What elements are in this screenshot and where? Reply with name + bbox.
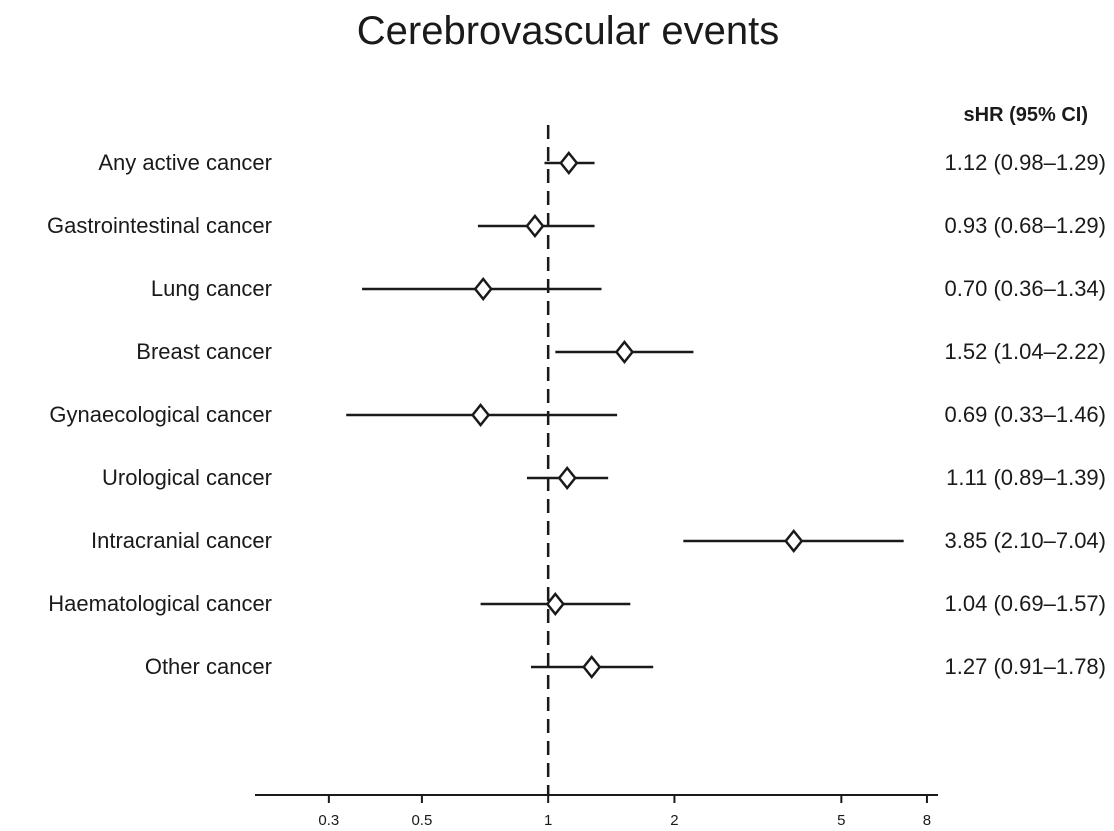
x-tick-label: 0.5: [411, 812, 432, 829]
forest-row: Other cancer 1.27 (0.91–1.78): [145, 654, 1106, 680]
x-tick-label: 0.3: [318, 812, 339, 829]
forest-row: Lung cancer 0.70 (0.36–1.34): [151, 276, 1106, 302]
estimate-marker: [614, 339, 635, 365]
x-tick-label: 1: [544, 812, 552, 829]
estimate-marker: [525, 213, 545, 239]
forest-row: Any active cancer 1.12 (0.98–1.29): [98, 150, 1106, 176]
row-label: Urological cancer: [102, 465, 272, 490]
row-label: Other cancer: [145, 654, 272, 679]
x-tick-label: 8: [923, 812, 931, 829]
forest-row: Haematological cancer 1.04 (0.69–1.57): [48, 591, 1106, 617]
row-label: Haematological cancer: [48, 591, 272, 616]
rows-layer: Any active cancer 1.12 (0.98–1.29) Gastroi…: [47, 150, 1106, 680]
estimate-text: 1.52 (1.04–2.22): [945, 339, 1106, 364]
x-tick-label: 2: [670, 812, 678, 829]
x-tick-label: 5: [837, 812, 845, 829]
estimate-marker: [784, 528, 804, 554]
estimate-text: 1.12 (0.98–1.29): [945, 150, 1106, 175]
estimate-text: 1.11 (0.89–1.39): [946, 465, 1106, 490]
row-label: Any active cancer: [98, 150, 272, 175]
row-label: Gastrointestinal cancer: [47, 213, 272, 238]
row-label: Intracranial cancer: [91, 528, 272, 553]
row-label: Breast cancer: [136, 339, 272, 364]
estimate-marker: [582, 654, 602, 680]
forest-row: Breast cancer 1.52 (1.04–2.22): [136, 339, 1106, 365]
row-label: Gynaecological cancer: [49, 402, 272, 427]
estimate-text: 0.93 (0.68–1.29): [945, 213, 1106, 238]
estimate-text: 1.04 (0.69–1.57): [945, 591, 1106, 616]
forest-row: Gastrointestinal cancer 0.93 (0.68–1.29): [47, 213, 1106, 239]
row-label: Lung cancer: [151, 276, 272, 301]
estimate-text: 3.85 (2.10–7.04): [945, 528, 1106, 553]
estimate-text: 1.27 (0.91–1.78): [945, 654, 1106, 679]
estimate-marker: [559, 150, 579, 176]
estimate-marker: [545, 591, 565, 617]
estimate-column-header: sHR (95% CI): [964, 104, 1088, 126]
forest-row: Urological cancer 1.11 (0.89–1.39): [102, 465, 1106, 491]
x-axis: 0.3 0.5 1 2 5 8: [255, 794, 938, 829]
estimate-text: 0.70 (0.36–1.34): [945, 276, 1106, 301]
estimate-marker: [470, 402, 491, 428]
estimate-marker: [473, 276, 493, 302]
chart-title: Cerebrovascular events: [357, 9, 779, 53]
estimate-marker: [557, 465, 577, 491]
forest-row: Intracranial cancer 3.85 (2.10–7.04): [91, 528, 1106, 554]
estimate-text: 0.69 (0.33–1.46): [945, 402, 1106, 427]
forest-row: Gynaecological cancer 0.69 (0.33–1.46): [49, 402, 1106, 428]
